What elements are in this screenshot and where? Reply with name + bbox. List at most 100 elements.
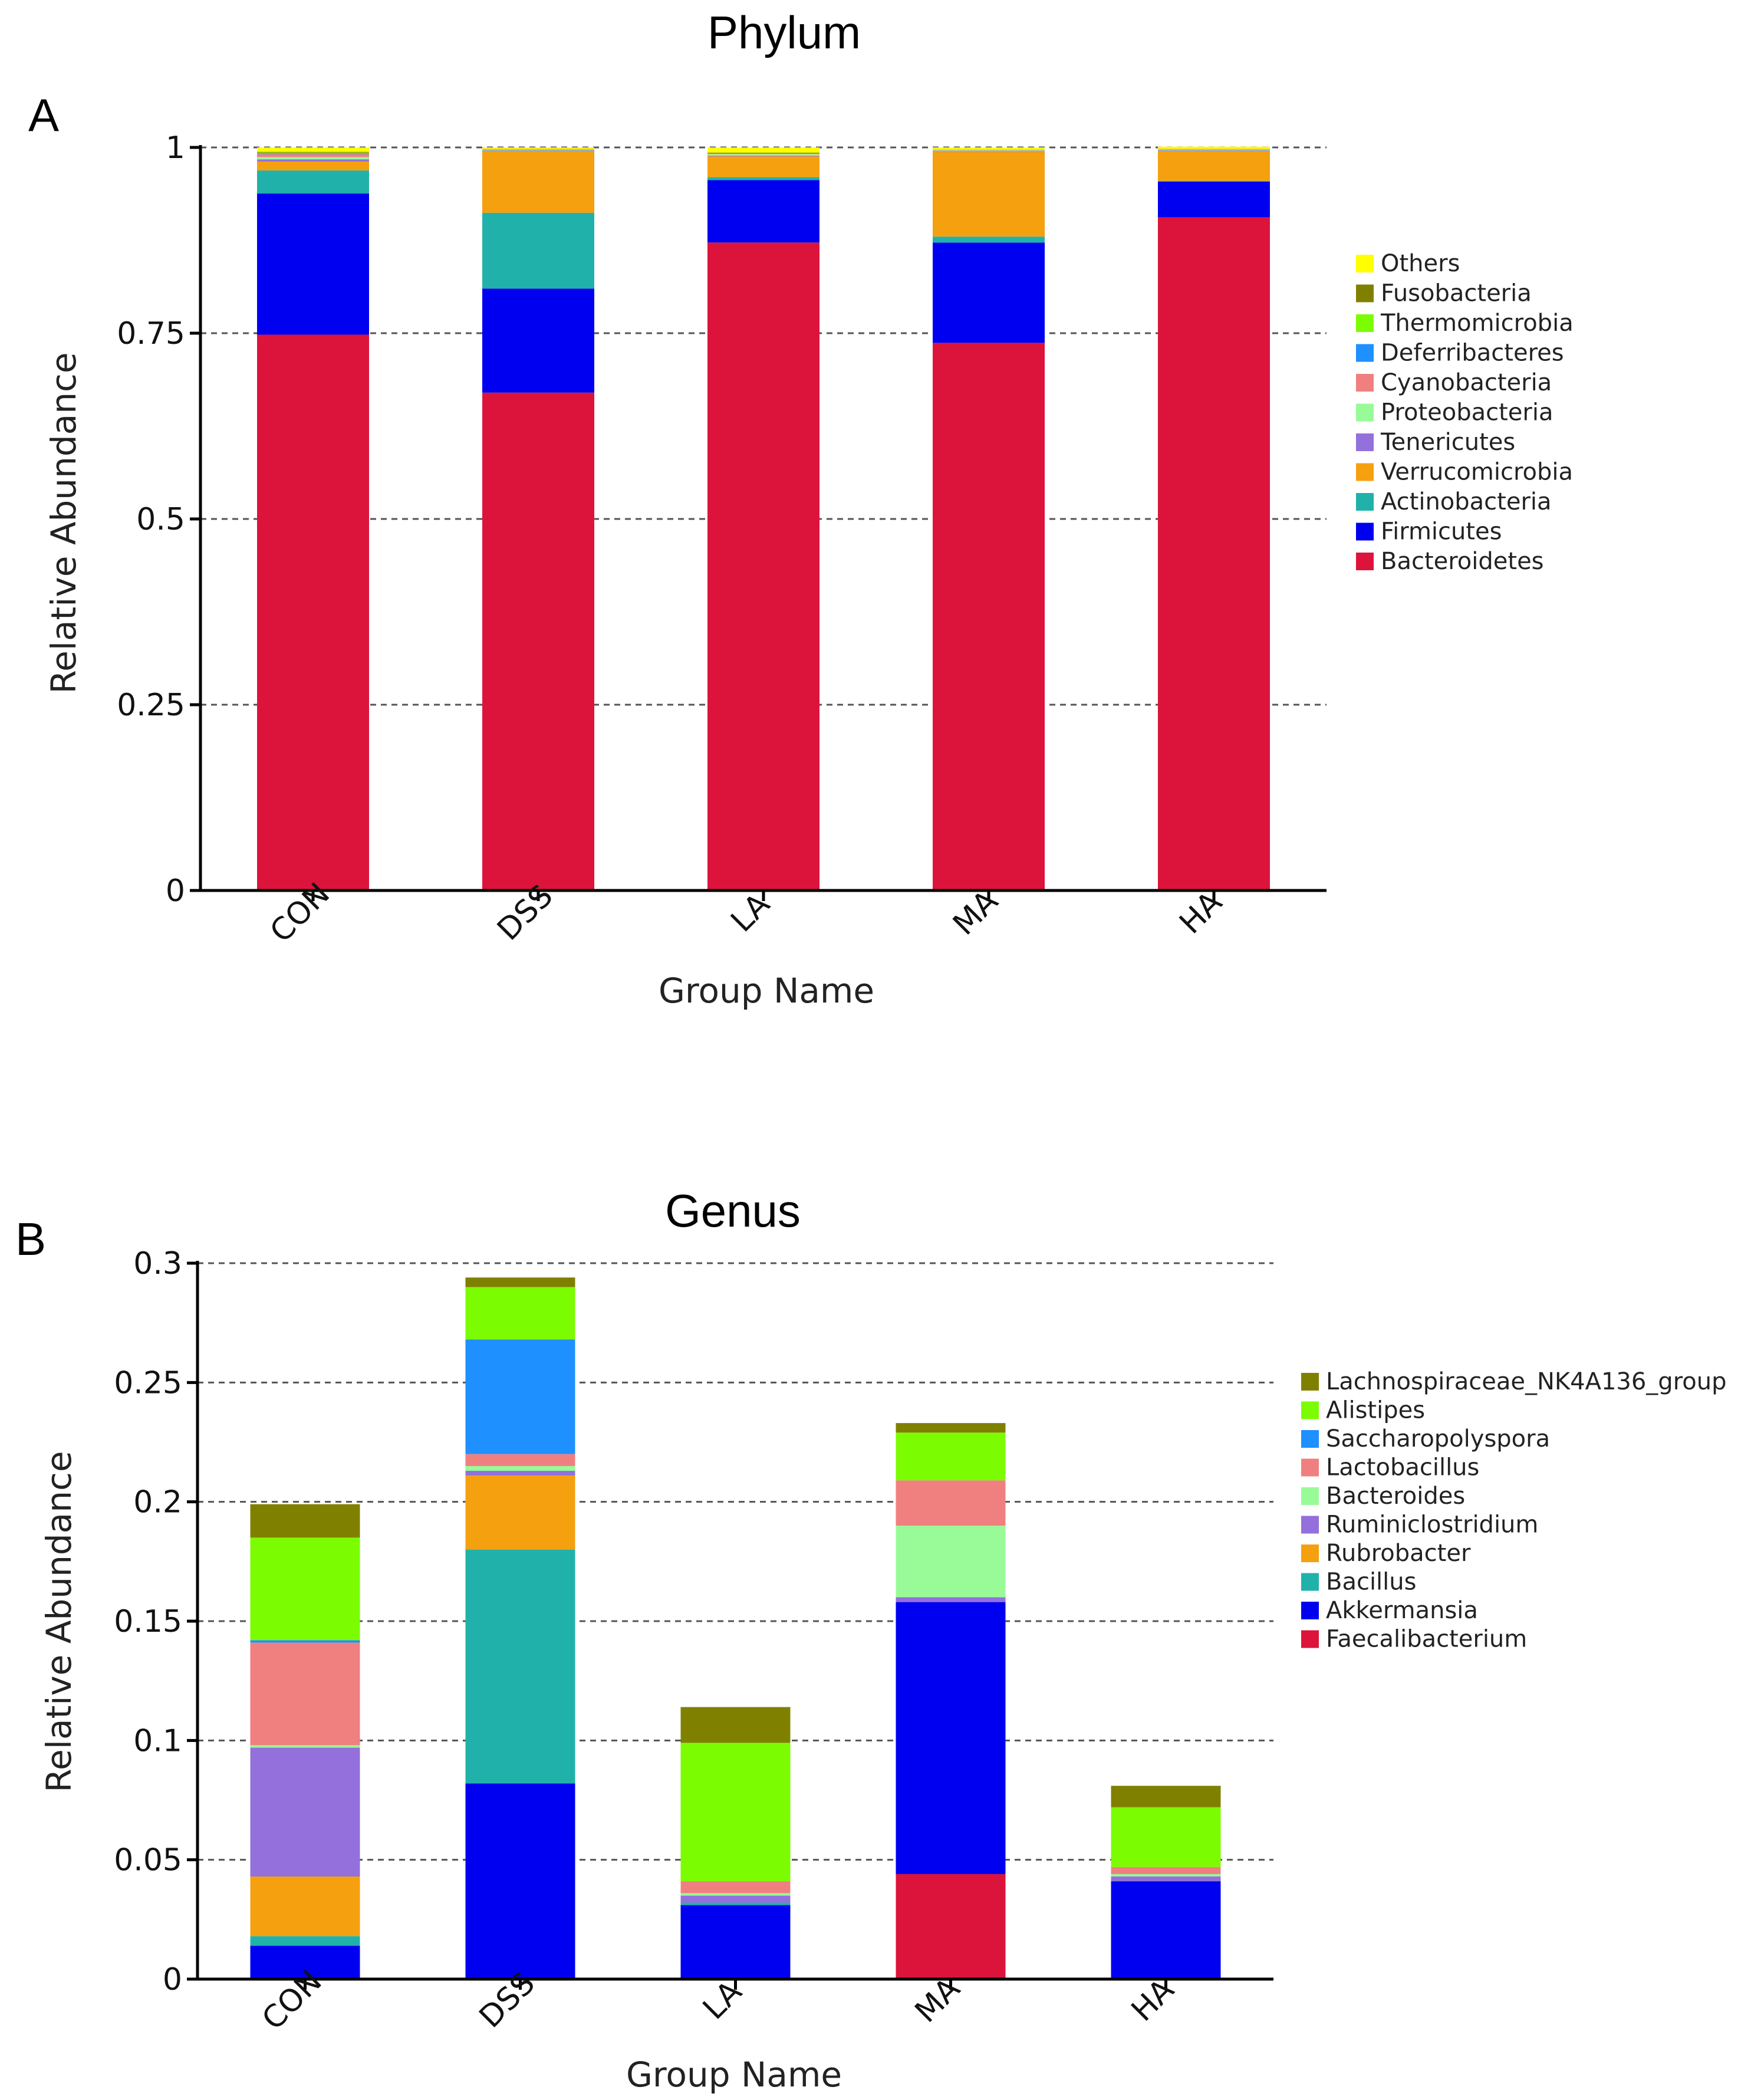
phylum-y-tick-label: 1: [166, 130, 185, 166]
genus-bar-ma-akkermansia: [896, 1602, 1006, 1874]
genus-bar-con-bacillus: [250, 1936, 360, 1946]
phylum-bar-dss-others: [482, 147, 594, 149]
genus-legend-swatch: [1301, 1487, 1319, 1505]
genus-bar-ha-alistipes: [1111, 1807, 1221, 1867]
genus-legend: Lachnospiraceae_NK4A136_groupAlistipesSa…: [1301, 1368, 1726, 1653]
genus-bar-dss-lachnospiraceae-nk4a136-group: [465, 1277, 575, 1287]
phylum-legend-label: Fusobacteria: [1381, 280, 1532, 307]
phylum-bar-ma-others: [933, 147, 1045, 150]
phylum-legend: Others Fusobacteria Thermomicrobia Deferrib…: [1356, 250, 1574, 575]
genus-bar-con-rubrobacter: [250, 1876, 360, 1937]
phylum-legend-swatch: [1356, 463, 1374, 481]
phylum-legend-label: Others: [1381, 250, 1460, 277]
phylum-bar-ha-bacteroidetes: [1158, 217, 1270, 891]
genus-legend-swatch: [1301, 1630, 1319, 1648]
genus-legend-label: Lactobacillus: [1326, 1454, 1479, 1481]
genus-bar-ha-bacteroides: [1111, 1874, 1221, 1876]
genus-bar-con-ruminiclostridium: [250, 1747, 360, 1876]
phylum-legend-label: Deferribacteres: [1381, 340, 1564, 367]
genus-x-axis-label: Group Name: [626, 2055, 842, 2095]
genus-chart-title: Genus: [665, 1185, 801, 1237]
phylum-bar-ma-proteobacteria: [933, 150, 1045, 152]
phylum-bar-ma-firmicutes: [933, 242, 1045, 343]
phylum-legend-label: Firmicutes: [1381, 518, 1502, 545]
phylum-legend-swatch: [1356, 255, 1374, 272]
genus-y-tick-label: 0.1: [133, 1723, 182, 1759]
genus-bar-la-akkermansia: [680, 1905, 791, 1979]
genus-legend-swatch: [1301, 1573, 1319, 1591]
phylum-bar-con-proteobacteria: [257, 157, 369, 160]
phylum-chart-title: Phylum: [707, 6, 861, 58]
phylum-bar-la-proteobacteria: [707, 154, 819, 156]
genus-legend-label: Bacillus: [1326, 1569, 1416, 1596]
phylum-bar-la-others: [707, 147, 819, 153]
phylum-bar-dss-tenericutes: [482, 150, 594, 152]
genus-bar-ma-bacteroides: [896, 1526, 1006, 1598]
genus-bar-ma-lactobacillus: [896, 1480, 1006, 1526]
genus-chart: B Genus 00.050.10.150.20.250.3 CON DSS LA M…: [15, 1185, 1726, 2095]
genus-bar-ma-alistipes: [896, 1432, 1006, 1481]
phylum-legend-swatch: [1356, 522, 1374, 541]
genus-bar-con-lactobacillus: [250, 1642, 360, 1746]
phylum-bar-con-bacteroidetes: [257, 334, 369, 890]
genus-bar-ha-ruminiclostridium: [1111, 1876, 1221, 1882]
phylum-bar-dss-firmicutes: [482, 288, 594, 393]
genus-legend-swatch: [1301, 1544, 1319, 1562]
phylum-legend-label: Bacteroidetes: [1381, 548, 1544, 575]
phylum-bar-con-firmicutes: [257, 193, 369, 335]
phylum-bar-con-tenericutes: [257, 159, 369, 162]
phylum-legend-swatch: [1356, 493, 1374, 511]
genus-bar-con-lachnospiraceae-nk4a136-group: [250, 1504, 360, 1538]
genus-bar-la-bacteroides: [680, 1893, 791, 1896]
phylum-bar-la-firmicutes: [707, 180, 819, 243]
panel-label-a: A: [28, 89, 59, 141]
phylum-y-tick-label: 0.75: [117, 316, 185, 351]
genus-legend-label: Ruminiclostridium: [1326, 1511, 1538, 1539]
genus-bar-la-bacillus: [680, 1902, 791, 1905]
phylum-bar-la-cyanobacteria: [707, 153, 819, 155]
phylum-legend-label: Cyanobacteria: [1381, 369, 1552, 396]
genus-y-axis-label: Relative Abundance: [39, 1451, 79, 1792]
phylum-legend-swatch: [1356, 344, 1374, 362]
phylum-bar-con-cyanobacteria: [257, 154, 369, 157]
genus-bar-con-bacteroides: [250, 1745, 360, 1748]
phylum-chart: A Phylum 00.250.50.751 CON DSS LA MA HA Grou…: [28, 6, 1574, 1011]
genus-bar-dss-lactobacillus: [465, 1454, 575, 1466]
phylum-bar-ma-tenericutes: [933, 151, 1045, 152]
phylum-y-ticks: 0 0.25 0.5 0.75 1: [117, 130, 200, 909]
phylum-bar-ma-verrucomicrobia: [933, 152, 1045, 237]
phylum-legend-swatch: [1356, 284, 1374, 303]
phylum-bar-dss-actinobacteria: [482, 212, 594, 289]
genus-bar-ma-faecalibacterium: [896, 1874, 1006, 1979]
phylum-y-tick-label: 0: [166, 873, 185, 909]
panel-label-b: B: [15, 1213, 46, 1265]
genus-y-tick-label: 0.3: [133, 1246, 182, 1281]
phylum-bars: [257, 146, 1270, 891]
genus-bar-dss-bacteroides: [465, 1465, 575, 1471]
genus-bar-dss-bacillus: [465, 1549, 575, 1784]
phylum-legend-label: Proteobacteria: [1381, 399, 1553, 426]
phylum-legend-swatch: [1356, 314, 1374, 332]
genus-legend-label: Akkermansia: [1326, 1597, 1478, 1624]
genus-y-tick-label: 0.25: [114, 1365, 182, 1401]
genus-legend-label: Alistipes: [1326, 1397, 1425, 1424]
genus-bar-dss-alistipes: [465, 1287, 575, 1340]
genus-bar-la-lachnospiraceae-nk4a136-group: [680, 1707, 791, 1743]
phylum-bar-ma-bacteroidetes: [933, 343, 1045, 890]
genus-bar-dss-akkermansia: [465, 1783, 575, 1979]
phylum-legend-swatch: [1356, 374, 1374, 392]
genus-bar-la-ruminiclostridium: [680, 1895, 791, 1903]
phylum-legend-label: Verrucomicrobia: [1381, 459, 1573, 486]
genus-bars: [250, 1277, 1221, 1979]
genus-legend-label: Rubrobacter: [1326, 1540, 1471, 1567]
genus-legend-label: Bacteroides: [1326, 1483, 1465, 1510]
phylum-bar-la-bacteroidetes: [707, 242, 819, 890]
genus-legend-swatch: [1301, 1602, 1319, 1619]
phylum-bar-ma-actinobacteria: [933, 236, 1045, 243]
phylum-bar-con-deferribacteres: [257, 153, 369, 155]
genus-bar-la-lactobacillus: [680, 1881, 791, 1894]
genus-y-tick-label: 0.2: [133, 1485, 182, 1520]
phylum-bar-ha-actinobacteria: [1158, 180, 1270, 182]
phylum-bar-con-actinobacteria: [257, 170, 369, 194]
